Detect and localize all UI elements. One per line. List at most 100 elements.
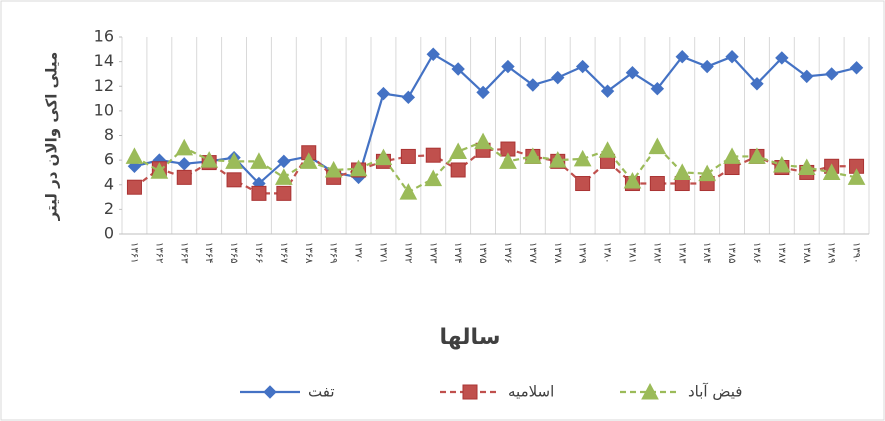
marker xyxy=(775,51,789,65)
marker xyxy=(575,176,591,192)
x-tick-label: ۱۳۶۴ xyxy=(203,242,214,263)
marker xyxy=(376,86,391,101)
x-tick-label: ۱۳۸۰ xyxy=(602,242,613,263)
marker xyxy=(700,59,714,74)
marker xyxy=(125,147,144,164)
marker xyxy=(476,85,490,100)
marker xyxy=(598,141,617,158)
marker xyxy=(623,171,642,189)
marker xyxy=(548,151,567,168)
legend-label: اسلامیه xyxy=(508,383,554,401)
marker xyxy=(401,90,416,105)
y-tick-label: 10 xyxy=(94,100,114,119)
x-tick-label: ۱۳۶۳ xyxy=(178,242,189,264)
marker xyxy=(524,147,542,164)
x-tick-label: ۱۳۷۳ xyxy=(427,242,438,264)
x-tick-label: ۱۳۸۸ xyxy=(801,242,812,264)
marker xyxy=(725,49,739,64)
legend-label: فیض آباد xyxy=(688,383,742,401)
marker xyxy=(822,163,841,180)
x-tick-label: ۱۳۷۲ xyxy=(402,242,413,263)
marker xyxy=(847,168,866,185)
x-tick-label: ۱۳۸۱ xyxy=(626,242,637,263)
marker xyxy=(698,164,716,182)
x-tick-label: ۱۳۷۹ xyxy=(577,242,588,263)
marker xyxy=(200,151,218,168)
marker xyxy=(573,149,592,167)
marker xyxy=(748,147,766,164)
marker xyxy=(750,77,764,91)
x-tick-label: ۱۳۷۷ xyxy=(527,242,538,264)
y-tick-label: 6 xyxy=(104,150,114,169)
marker xyxy=(426,47,440,61)
y-tick-label: 4 xyxy=(104,174,114,193)
marker xyxy=(150,162,169,179)
marker xyxy=(276,185,292,201)
x-tick-label: ۱۳۶۶ xyxy=(253,242,264,263)
marker xyxy=(263,385,277,399)
x-tick-label: ۱۳۸۹ xyxy=(826,242,837,263)
y-tick-label: 14 xyxy=(94,51,114,70)
marker xyxy=(462,384,478,400)
marker xyxy=(450,162,466,178)
marker xyxy=(824,67,839,81)
y-tick-label: 2 xyxy=(104,199,114,218)
y-tick-label: 16 xyxy=(94,27,114,46)
y-tick-label: 12 xyxy=(94,76,114,95)
x-tick-label: ۱۳۷۰ xyxy=(353,242,364,263)
y-tick-label: 0 xyxy=(104,224,114,243)
marker xyxy=(324,160,343,178)
marker xyxy=(176,169,192,185)
marker xyxy=(424,169,443,187)
x-tick-label: ۱۳۶۹ xyxy=(328,242,339,263)
legend-label: تفت xyxy=(308,383,335,401)
marker xyxy=(277,154,291,169)
marker xyxy=(526,78,540,92)
marker xyxy=(649,176,665,192)
x-tick-label: ۱۳۸۶ xyxy=(751,242,762,263)
y-axis-title: میلی اکی والان در لیتر xyxy=(43,52,61,222)
marker xyxy=(797,158,816,176)
x-tick-label: ۱۳۶۵ xyxy=(228,242,239,263)
marker xyxy=(177,157,191,171)
marker xyxy=(225,152,243,169)
x-tick-label: ۱۳۷۴ xyxy=(452,242,463,263)
marker xyxy=(374,148,393,166)
marker xyxy=(400,148,416,164)
x-tick-label: ۱۳۶۷ xyxy=(278,242,289,264)
marker xyxy=(641,382,659,400)
marker xyxy=(849,61,864,75)
marker xyxy=(349,159,368,177)
y-tick-label: 8 xyxy=(104,125,114,144)
marker xyxy=(175,138,194,156)
x-tick-label: ۱۳۷۸ xyxy=(552,242,563,264)
marker xyxy=(625,65,640,80)
x-tick-label: ۱۳۸۴ xyxy=(701,242,712,263)
marker xyxy=(275,168,293,185)
marker xyxy=(250,152,268,169)
x-tick-label: ۱۳۷۶ xyxy=(502,242,513,263)
marker xyxy=(399,183,418,200)
marker xyxy=(126,179,142,195)
x-tick-label: ۱۳۶۲ xyxy=(153,242,164,263)
series-line xyxy=(134,52,857,186)
marker xyxy=(251,185,267,201)
marker xyxy=(551,70,565,85)
marker xyxy=(451,62,465,76)
marker xyxy=(800,69,814,84)
x-tick-label: ۱۳۷۵ xyxy=(477,242,488,263)
marker xyxy=(673,163,692,180)
marker xyxy=(600,84,615,98)
marker xyxy=(127,159,142,173)
marker xyxy=(226,172,242,188)
marker xyxy=(449,142,467,160)
x-tick-label: ۱۳۶۱ xyxy=(128,242,139,263)
x-tick-label: ۱۳۸۳ xyxy=(676,242,687,264)
x-tick-label: ۱۳۶۸ xyxy=(303,242,314,264)
x-tick-label: ۱۳۸۷ xyxy=(776,242,787,264)
marker xyxy=(575,59,590,74)
marker xyxy=(299,152,318,169)
x-tick-label: ۱۳۷۱ xyxy=(377,242,388,263)
